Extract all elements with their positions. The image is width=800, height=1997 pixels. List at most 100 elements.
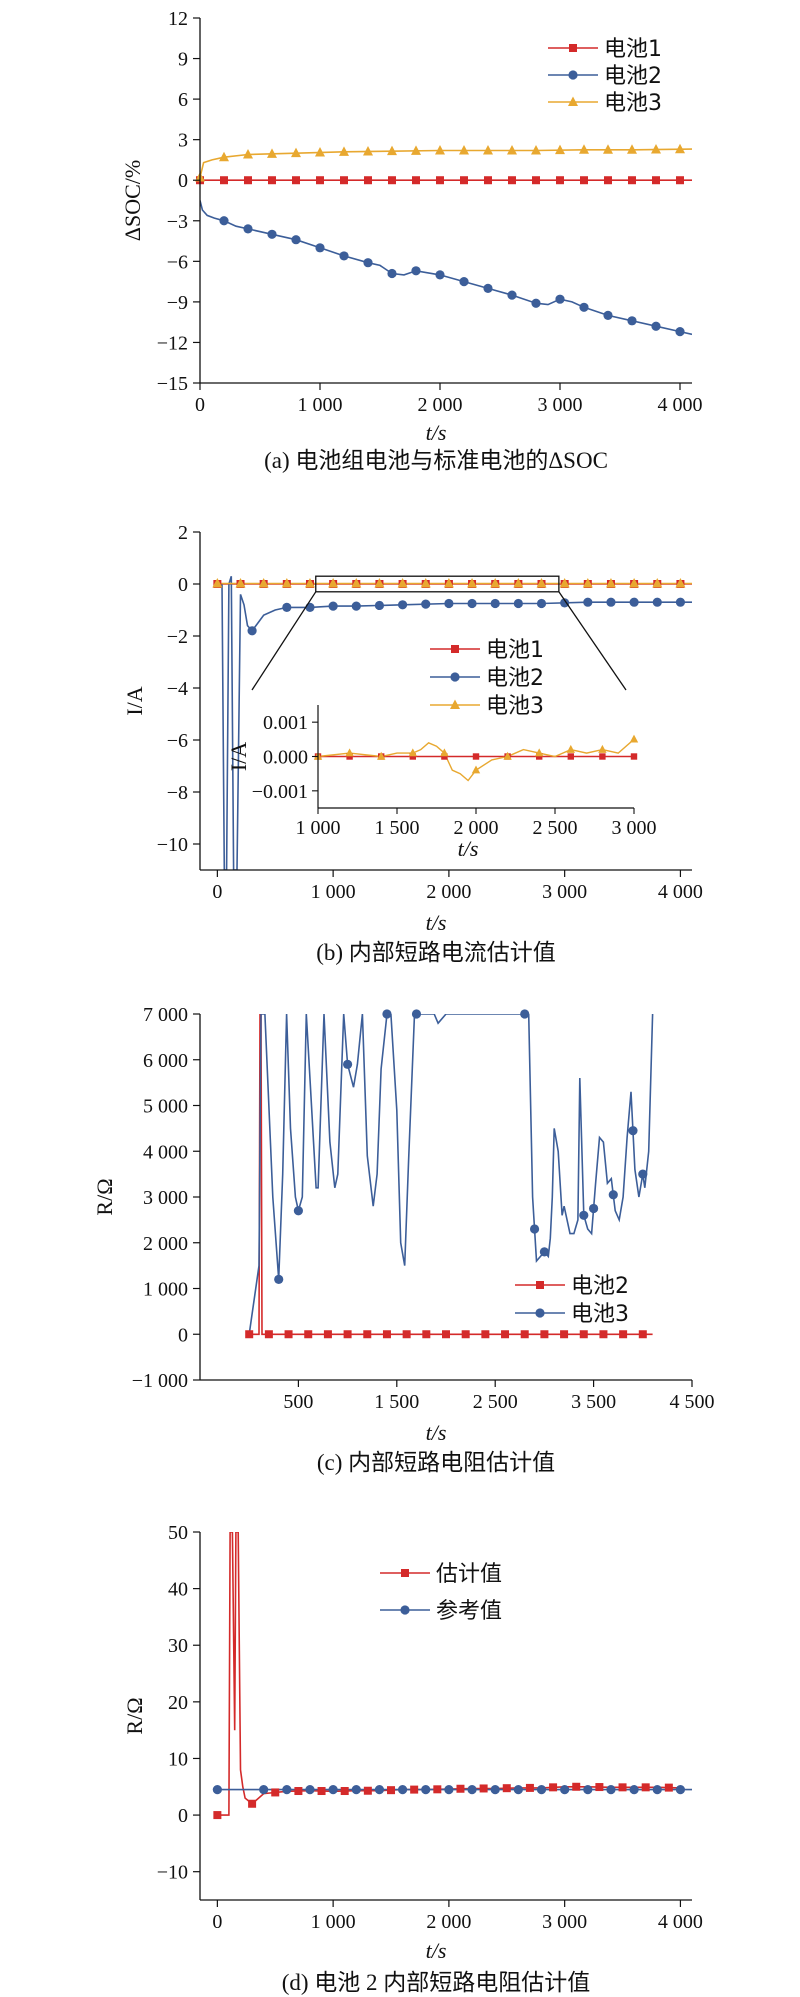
data-point: [258, 577, 269, 588]
inset-data-point: [535, 748, 544, 757]
y-tick-label: 4 000: [143, 1141, 188, 1163]
data-point: [456, 1784, 465, 1793]
data-point: [271, 1788, 280, 1797]
data-point: [532, 176, 540, 185]
y-tick-label: −8: [167, 782, 188, 804]
inset-x-axis-label: t/s: [458, 836, 479, 861]
data-point: [351, 1785, 361, 1795]
chart-caption: (d) 电池 2 内部短路电阻估计值: [282, 1970, 591, 1995]
data-point: [382, 1330, 391, 1339]
data-point: [374, 577, 385, 588]
inset-x-tick-label: 2 500: [533, 817, 578, 839]
x-tick-label: 2 000: [426, 1911, 471, 1933]
y-tick-label: −3: [167, 211, 188, 233]
data-point: [436, 176, 444, 185]
data-point: [638, 1330, 647, 1339]
x-axis-label: t/s: [426, 1420, 447, 1445]
data-point: [490, 1785, 500, 1795]
y-tick-label: 30: [168, 1635, 188, 1657]
data-point: [618, 1783, 627, 1792]
legend-marker: [450, 699, 460, 709]
data-point: [627, 316, 637, 326]
data-point: [382, 1009, 392, 1019]
data-point: [412, 176, 420, 185]
x-tick-label: 2 000: [426, 881, 471, 903]
data-point: [583, 597, 593, 607]
data-point: [444, 1785, 454, 1795]
x-tick-label: 4 000: [658, 1911, 703, 1933]
data-point: [351, 601, 361, 611]
inset-x-tick-label: 3 000: [612, 817, 657, 839]
inset-y-tick-label: −0.001: [252, 781, 308, 803]
legend-marker: [535, 1308, 545, 1318]
data-point: [507, 144, 517, 155]
data-point: [582, 577, 593, 588]
data-point: [244, 176, 252, 185]
data-point: [652, 1785, 662, 1795]
y-tick-label: −2: [167, 626, 188, 648]
y-tick-label: 5 000: [143, 1096, 188, 1118]
data-point: [328, 577, 339, 588]
y-tick-label: 50: [168, 1522, 188, 1544]
data-point: [507, 290, 517, 300]
inset-data-point: [598, 744, 607, 753]
legend-label: 参考值: [436, 1599, 502, 1624]
inset-data-point: [630, 753, 638, 760]
inset-data-point: [409, 753, 416, 760]
y-tick-label: −9: [167, 292, 188, 314]
data-point: [460, 176, 468, 185]
legend-label: 电池3: [571, 1302, 629, 1327]
legend-label: 电池3: [486, 694, 544, 719]
data-point: [363, 258, 373, 268]
series-line-电池2: [217, 575, 692, 870]
inset-data-point: [377, 751, 386, 760]
data-point: [264, 1330, 273, 1339]
y-axis-label: I/A: [122, 686, 147, 715]
data-point: [555, 294, 565, 304]
data-point: [443, 577, 454, 588]
legend-marker: [450, 672, 460, 682]
data-point: [305, 1785, 315, 1795]
data-point: [629, 597, 639, 607]
legend-marker: [400, 1605, 410, 1615]
data-point: [559, 577, 570, 588]
data-point: [410, 1785, 419, 1794]
data-point: [435, 270, 445, 280]
inset-data-point: [629, 734, 639, 743]
data-point: [459, 277, 469, 287]
data-point: [387, 1786, 396, 1795]
data-point: [502, 1784, 511, 1793]
data-point: [411, 145, 421, 155]
x-tick-label: 1 000: [311, 881, 356, 903]
data-point: [305, 602, 315, 613]
data-point: [604, 176, 612, 185]
data-point: [343, 1330, 352, 1339]
data-point: [531, 144, 541, 155]
x-tick-label: 3 500: [571, 1391, 616, 1413]
x-tick-label: 1 000: [311, 1911, 356, 1933]
data-point: [304, 577, 315, 588]
data-point: [579, 1210, 589, 1220]
data-point: [595, 1783, 604, 1792]
inset-data-point: [346, 753, 353, 760]
zoom-box: [315, 575, 560, 593]
data-point: [483, 144, 493, 155]
legend-marker: [568, 96, 578, 106]
data-point: [508, 176, 516, 185]
data-point: [243, 224, 253, 234]
x-axis-label: t/s: [426, 910, 447, 935]
data-point: [219, 216, 229, 226]
inset-x-tick-label: 1 000: [296, 817, 341, 839]
x-tick-label: 0: [195, 394, 205, 416]
data-point: [213, 1811, 222, 1820]
y-tick-label: 10: [168, 1748, 188, 1770]
data-point: [479, 1784, 488, 1793]
data-point: [467, 598, 477, 609]
data-point: [340, 1787, 349, 1796]
data-point: [556, 176, 564, 185]
data-point: [397, 577, 408, 588]
data-point: [628, 1126, 638, 1136]
series-line-电池2: [200, 200, 692, 336]
data-point: [483, 283, 493, 293]
y-tick-label: 0: [178, 1805, 188, 1827]
